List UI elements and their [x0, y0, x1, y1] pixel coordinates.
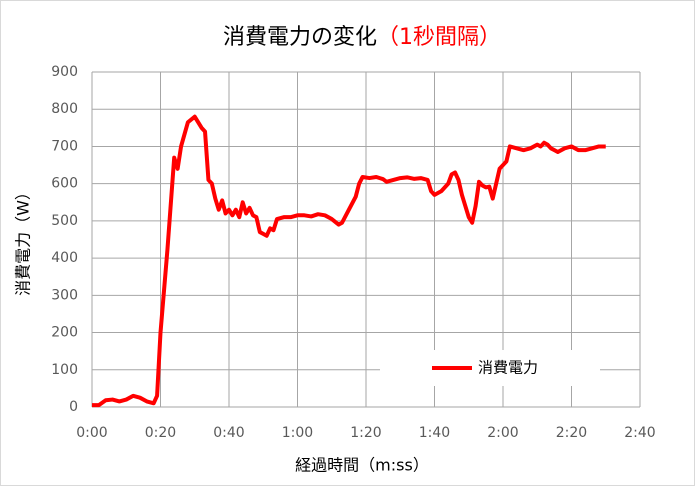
x-tick-label: 2:40	[624, 425, 655, 441]
x-tick-label: 0:20	[145, 425, 176, 441]
y-tick-label: 200	[51, 325, 78, 341]
y-axis-label: 消費電力（W）	[14, 184, 33, 296]
chart-title-group: 消費電力の変化（1秒間隔）	[223, 25, 501, 50]
y-tick-label: 500	[51, 213, 78, 229]
x-axis-label: 経過時間（m:ss）	[295, 456, 429, 475]
chart-title-note: （1秒間隔）	[377, 25, 501, 50]
y-tick-label: 300	[51, 287, 78, 303]
y-tick-label: 800	[51, 101, 78, 117]
legend-box	[380, 350, 600, 386]
y-tick-label: 400	[51, 250, 78, 266]
chart-title: 消費電力の変化	[223, 25, 377, 50]
y-tick-label: 600	[51, 176, 78, 192]
x-tick-label: 0:00	[76, 425, 107, 441]
x-tick-label: 0:40	[213, 425, 244, 441]
y-tick-label: 0	[69, 399, 78, 415]
x-tick-label: 2:00	[487, 425, 518, 441]
y-tick-label: 900	[51, 64, 78, 80]
x-tick-label: 1:00	[282, 425, 313, 441]
x-tick-label: 1:20	[350, 425, 381, 441]
x-tick-label: 2:20	[556, 425, 587, 441]
y-tick-label: 700	[51, 138, 78, 154]
y-tick-label: 100	[51, 362, 78, 378]
data-line	[92, 114, 606, 408]
legend-label: 消費電力	[478, 359, 538, 377]
x-tick-label: 1:40	[419, 425, 450, 441]
